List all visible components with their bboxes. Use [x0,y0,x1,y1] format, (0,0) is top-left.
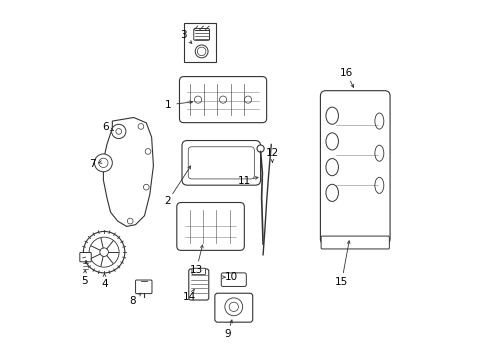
FancyBboxPatch shape [321,236,388,249]
Circle shape [99,158,108,167]
Text: 1: 1 [164,100,171,110]
Circle shape [94,154,112,172]
Text: 8: 8 [129,296,136,306]
Text: 3: 3 [180,30,187,40]
FancyBboxPatch shape [182,140,260,185]
FancyBboxPatch shape [221,273,246,287]
Polygon shape [103,117,153,226]
Text: 6: 6 [102,122,108,132]
FancyBboxPatch shape [192,268,205,275]
Text: 5: 5 [81,276,88,286]
FancyBboxPatch shape [320,91,389,244]
Circle shape [111,124,125,139]
Ellipse shape [325,158,338,176]
Text: 16: 16 [339,68,352,78]
FancyBboxPatch shape [188,269,208,300]
Ellipse shape [374,113,383,129]
Text: 9: 9 [224,329,230,339]
Circle shape [257,145,264,152]
Text: 15: 15 [334,277,347,287]
FancyBboxPatch shape [177,203,244,250]
Bar [183,23,216,62]
Circle shape [143,184,149,190]
Circle shape [83,231,124,273]
Circle shape [118,125,124,131]
Circle shape [229,302,238,311]
Circle shape [244,96,251,103]
FancyBboxPatch shape [214,293,252,322]
FancyBboxPatch shape [188,147,254,179]
Circle shape [195,45,207,58]
FancyBboxPatch shape [179,77,266,123]
FancyBboxPatch shape [193,28,209,40]
Text: 2: 2 [164,197,171,206]
Ellipse shape [325,107,338,124]
Circle shape [127,218,133,224]
Circle shape [116,129,122,134]
Circle shape [138,123,143,129]
Ellipse shape [325,184,338,202]
FancyBboxPatch shape [135,280,152,294]
Text: 4: 4 [101,279,107,289]
Circle shape [197,47,205,56]
Circle shape [194,96,201,103]
Circle shape [219,96,226,103]
Circle shape [100,248,108,256]
Circle shape [224,298,242,316]
Text: 14: 14 [182,292,195,302]
Ellipse shape [325,133,338,150]
Ellipse shape [374,177,383,193]
FancyBboxPatch shape [80,252,91,262]
Circle shape [89,237,119,267]
Circle shape [145,149,151,154]
Text: 13: 13 [189,265,203,275]
Ellipse shape [374,145,383,161]
Text: 11: 11 [237,176,251,186]
Text: 12: 12 [265,148,279,158]
Text: 10: 10 [224,272,237,282]
Text: 7: 7 [89,159,96,169]
